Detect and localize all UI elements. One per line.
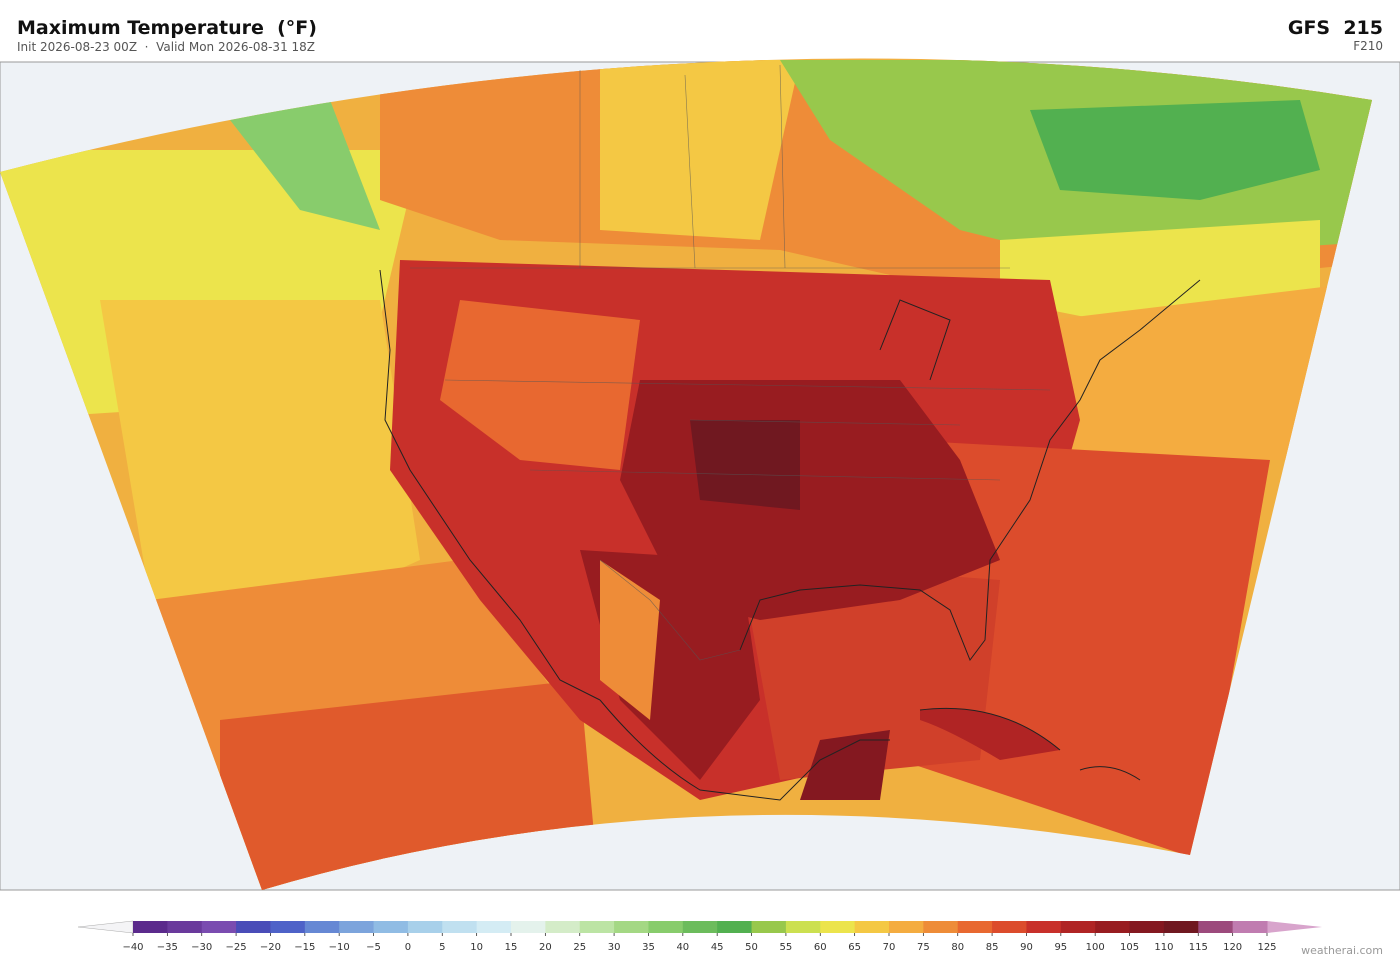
- colorbar-bin: [923, 921, 959, 933]
- colorbar-tick-label: 55: [780, 942, 793, 953]
- colorbar-bin: [1026, 921, 1062, 933]
- colorbar-tick-label: 30: [608, 942, 621, 953]
- colorbar-bin: [1198, 921, 1234, 933]
- colorbar-tick-label: −40: [122, 942, 143, 953]
- colorbar-bin: [957, 921, 993, 933]
- colorbar-bin: [820, 921, 856, 933]
- credit: weatherai.com: [1301, 944, 1383, 957]
- colorbar-bin: [236, 921, 271, 933]
- colorbar-bin: [682, 921, 718, 933]
- colorbar-bin: [1060, 921, 1096, 933]
- colorbar-bin: [614, 921, 649, 933]
- colorbar-tick-label: −20: [260, 942, 281, 953]
- colorbar-under: [77, 920, 134, 934]
- colorbar-tick-label: 125: [1257, 942, 1276, 953]
- colorbar-bin: [133, 921, 168, 933]
- model: GFS 215: [1288, 17, 1383, 39]
- colorbar-tick-label: 70: [883, 942, 896, 953]
- colorbar-tick-label: −30: [191, 942, 212, 953]
- colorbar-bin: [545, 921, 581, 933]
- subtitle: Init 2026-08-23 00Z · Valid Mon 2026-08-…: [17, 40, 315, 54]
- colorbar-tick-label: 20: [539, 942, 552, 953]
- colorbar-bin: [992, 921, 1027, 933]
- colorbar-bin: [304, 921, 340, 933]
- colorbar-tick-label: −10: [329, 942, 350, 953]
- colorbar-tick-label: 75: [917, 942, 930, 953]
- colorbar: −40 −35 −30 −25 −20 −15 −10 −5 0 5 10 15 20 25 30 35 40 4…: [77, 920, 1322, 953]
- colorbar-tick-label: 25: [573, 942, 586, 953]
- colorbar-bin: [373, 921, 409, 933]
- coastlines: [379, 269, 1201, 801]
- colorbar-tick-label: 10: [470, 942, 483, 953]
- colorbar-tick-label: 120: [1223, 942, 1242, 953]
- colorbar-tick-label: 100: [1086, 942, 1105, 953]
- borders: [410, 64, 1051, 661]
- colorbar-tick-label: −5: [366, 942, 381, 953]
- colorbar-tick-label: 110: [1154, 942, 1173, 953]
- colorbar-bin: [167, 921, 203, 933]
- colorbar-bin: [1163, 921, 1199, 933]
- colorbar-tick-label: 50: [745, 942, 758, 953]
- colorbar-tick-label: 60: [814, 942, 827, 953]
- colorbar-tick-label: 80: [951, 942, 964, 953]
- colorbar-bin: [1232, 921, 1268, 933]
- colorbar-tick-label: 95: [1054, 942, 1067, 953]
- colorbar-bin: [270, 921, 306, 933]
- colorbar-bin: [339, 921, 375, 933]
- colorbar-bin: [476, 921, 512, 933]
- colorbar-bin: [751, 921, 787, 933]
- colorbar-bin: [717, 921, 753, 933]
- colorbar-tick-label: 90: [1020, 942, 1033, 953]
- colorbar-bin: [854, 921, 890, 933]
- colorbar-tick-label: 0: [405, 942, 411, 953]
- colorbar-tick-label: 115: [1189, 942, 1208, 953]
- temperature-field: [0, 58, 1372, 890]
- colorbar-tick-label: 65: [848, 942, 861, 953]
- colorbar-tick-label: 15: [505, 942, 518, 953]
- colorbar-tick-label: 40: [676, 942, 689, 953]
- colorbar-tick-label: −15: [294, 942, 315, 953]
- colorbar-tick-label: 105: [1120, 942, 1139, 953]
- colorbar-tick-label: −25: [226, 942, 247, 953]
- colorbar-bin: [785, 921, 821, 933]
- colorbar-tick-label: 85: [986, 942, 999, 953]
- colorbar-bin: [511, 921, 546, 933]
- colorbar-bin: [1095, 921, 1131, 933]
- title: Maximum Temperature (°F): [17, 17, 317, 39]
- colorbar-tick-label: 45: [711, 942, 724, 953]
- colorbar-tick-label: 5: [439, 942, 445, 953]
- colorbar-over: [1267, 921, 1322, 933]
- colorbar-tick-label: 35: [642, 942, 655, 953]
- colorbar-bin: [201, 921, 237, 933]
- forecast-hour: F210: [1353, 39, 1383, 53]
- colorbar-bin: [1129, 921, 1165, 933]
- colorbar-bin: [648, 921, 684, 933]
- colorbar-bin: [579, 921, 615, 933]
- colorbar-tick-label: −35: [157, 942, 178, 953]
- map: [0, 58, 1400, 891]
- colorbar-bin: [889, 921, 924, 933]
- colorbar-bin: [407, 921, 443, 933]
- colorbar-bin: [442, 921, 478, 933]
